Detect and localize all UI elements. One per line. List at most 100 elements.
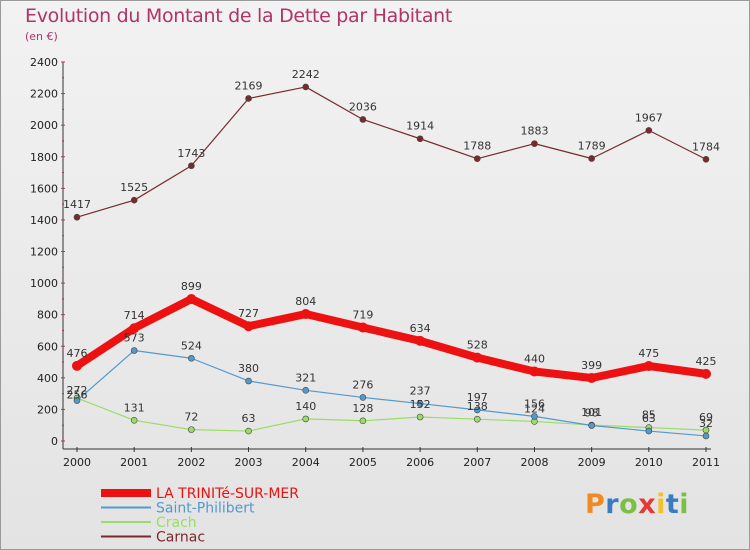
data-label: 2169	[235, 79, 263, 92]
data-label: 1789	[578, 139, 606, 152]
data-point	[359, 417, 367, 425]
data-point	[130, 347, 138, 354]
y-tick-label: 2000	[30, 119, 58, 132]
data-point	[245, 377, 252, 385]
data-label: 72	[184, 411, 198, 424]
data-label: 272	[67, 384, 88, 397]
data-label: 719	[352, 308, 373, 321]
data-label: 714	[124, 309, 145, 322]
data-label: 524	[181, 339, 202, 352]
data-label: 63	[642, 412, 656, 425]
x-tick-label: 2011	[692, 456, 720, 469]
data-label: 476	[67, 347, 88, 360]
data-point	[73, 397, 81, 404]
data-point	[473, 155, 481, 162]
x-tick-label: 2008	[520, 456, 548, 469]
data-point	[186, 294, 197, 305]
y-tick-label: 1200	[30, 246, 58, 259]
chart-title: Evolution du Montant de la Dette par Hab…	[25, 5, 453, 27]
data-point	[531, 413, 538, 420]
data-point	[701, 368, 711, 379]
data-label: 1417	[63, 198, 91, 211]
x-tick-label: 2010	[635, 456, 663, 469]
data-label: 101	[581, 406, 602, 419]
data-label: 152	[410, 398, 431, 411]
data-label: 804	[295, 295, 316, 308]
data-label: 63	[242, 412, 256, 425]
data-point	[130, 417, 138, 424]
data-point	[188, 162, 195, 170]
legend-label: LA TRINITé-SUR-MER	[156, 486, 299, 502]
y-tick-label: 1000	[30, 277, 58, 290]
data-point	[300, 309, 311, 320]
x-tick-label: 2006	[406, 456, 434, 469]
data-point	[302, 83, 310, 91]
data-label: 1788	[463, 140, 491, 153]
x-tick-label: 2000	[63, 456, 91, 469]
data-label: 276	[352, 378, 373, 391]
data-point	[416, 413, 424, 421]
data-point	[473, 406, 481, 414]
data-point	[415, 335, 426, 346]
data-label: 85	[642, 409, 656, 422]
data-point	[586, 372, 597, 383]
y-tick-label: 800	[37, 309, 58, 322]
y-tick-label: 1600	[30, 182, 58, 195]
y-tick-label: 400	[37, 372, 58, 385]
data-label: 237	[410, 385, 431, 398]
data-label: 727	[238, 307, 259, 320]
data-label: 573	[124, 332, 145, 345]
legend-label: Saint-Philibert	[156, 501, 255, 517]
data-point	[529, 366, 540, 377]
legend-label: Carnac	[156, 530, 205, 546]
data-label: 634	[410, 322, 431, 335]
y-tick-label: 600	[37, 340, 58, 353]
data-point	[243, 321, 254, 332]
data-label: 440	[524, 353, 545, 366]
data-label: 156	[524, 397, 545, 410]
data-point	[359, 116, 367, 123]
data-label: 380	[238, 362, 259, 375]
y-tick-label: 1800	[30, 151, 58, 164]
y-tick-label: 2200	[30, 88, 58, 101]
data-label: 2036	[349, 100, 377, 113]
series-line-LA TRINITé-SUR-MER	[73, 295, 710, 382]
x-tick-label: 2004	[292, 456, 320, 469]
data-point	[72, 360, 82, 371]
x-tick-label: 2005	[349, 456, 377, 469]
x-tick-label: 2007	[463, 456, 491, 469]
data-label: 124	[524, 402, 545, 415]
y-tick-label: 200	[37, 403, 58, 416]
x-tick-label: 2001	[120, 456, 148, 469]
data-point	[188, 426, 195, 433]
data-label: 1914	[406, 120, 434, 133]
data-label: 197	[467, 391, 488, 404]
data-point	[588, 155, 595, 162]
data-label: 425	[696, 355, 717, 368]
data-point	[416, 400, 424, 407]
data-point	[702, 432, 710, 440]
legend-label: Crach	[156, 515, 197, 531]
data-label: 1784	[692, 140, 720, 153]
chart-subtitle: (en €)	[25, 30, 58, 43]
x-tick-label: 2002	[177, 456, 205, 469]
data-label: 1525	[120, 181, 148, 194]
data-point	[702, 155, 710, 163]
data-label: 131	[124, 401, 145, 414]
data-label: 140	[295, 400, 316, 413]
data-label: 138	[467, 400, 488, 413]
data-label: 528	[467, 339, 488, 352]
data-label: 1883	[520, 125, 548, 138]
proxiti-logo: Proxiti	[585, 489, 690, 520]
data-label: 98	[585, 407, 599, 420]
data-point	[416, 135, 424, 143]
data-point	[643, 360, 654, 371]
data-label: 475	[638, 347, 659, 360]
data-point	[129, 323, 140, 334]
series-line-Crach	[76, 397, 707, 432]
data-point	[130, 196, 138, 204]
data-label: 399	[581, 359, 602, 372]
y-tick-label: 2400	[30, 56, 58, 69]
